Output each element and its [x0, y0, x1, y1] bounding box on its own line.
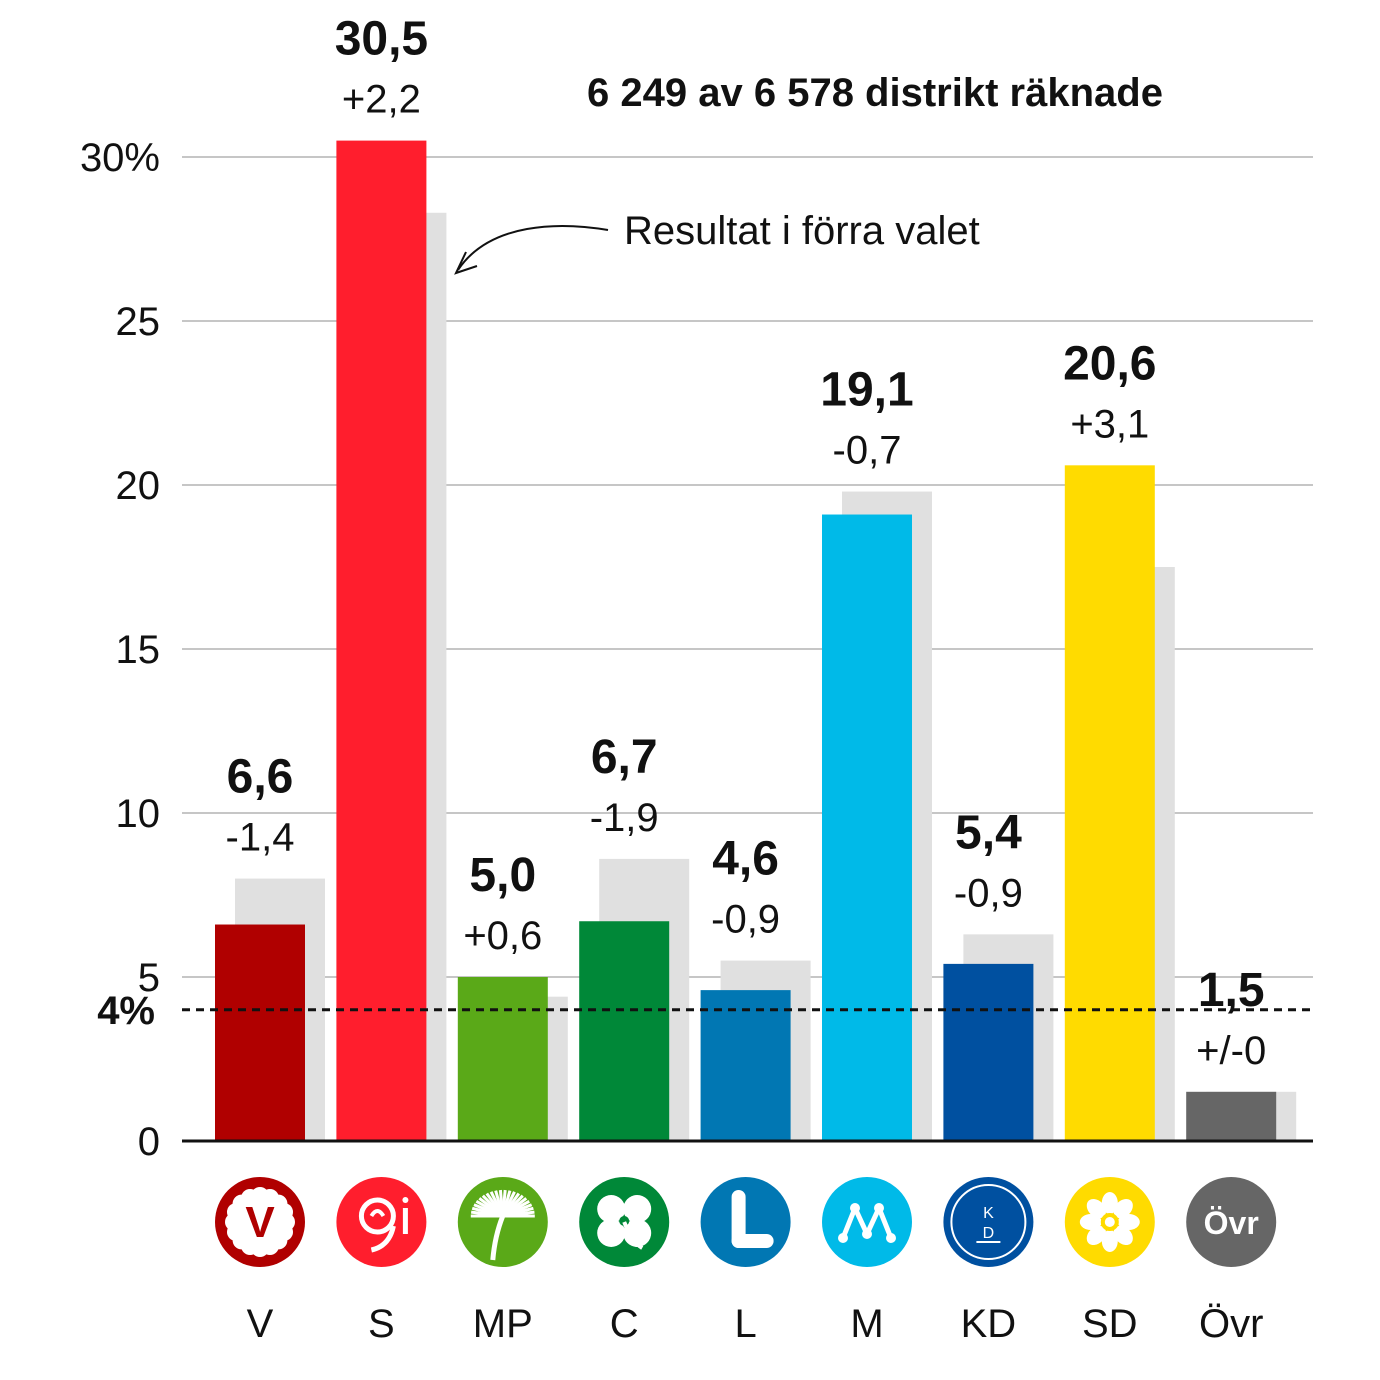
data-label: 19,1 — [820, 364, 913, 417]
svg-text:V: V — [245, 1198, 275, 1247]
v-flower-icon: V — [215, 1177, 305, 1267]
data-label: 5,0 — [469, 849, 536, 902]
y-tick-label: 10 — [116, 792, 161, 836]
rose-icon — [336, 1177, 427, 1267]
x-tick-label: M — [850, 1302, 883, 1346]
y-tick-label: 0 — [138, 1120, 160, 1164]
data-label: 6,6 — [227, 751, 294, 804]
change-label: -0,9 — [711, 898, 780, 942]
x-tick-label: SD — [1082, 1302, 1138, 1346]
change-label: -0,9 — [954, 871, 1023, 915]
data-label: 5,4 — [955, 806, 1022, 859]
bar-l — [700, 990, 791, 1141]
m-letter-icon — [822, 1177, 912, 1267]
bar-c — [579, 921, 670, 1141]
x-tick-label: C — [610, 1302, 639, 1346]
svg-text:D: D — [983, 1225, 995, 1242]
bar-v — [215, 924, 305, 1141]
bar-m — [822, 514, 912, 1141]
data-label: 20,6 — [1063, 337, 1156, 390]
bar-s — [336, 140, 427, 1142]
clover-icon — [579, 1177, 670, 1267]
ovr-icon: Övr — [1186, 1177, 1277, 1267]
change-label: -1,9 — [590, 796, 659, 840]
l-letter-icon — [700, 1177, 791, 1267]
current-result-bars — [215, 140, 1277, 1142]
y-tick-label: 30% — [80, 136, 160, 180]
bar-sd — [1064, 465, 1155, 1141]
threshold-label: 4% — [97, 989, 155, 1033]
dandelion-icon — [457, 1177, 548, 1267]
change-label: -0,7 — [833, 429, 902, 473]
kd-icon: KD — [943, 1177, 1034, 1267]
x-tick-label: L — [734, 1302, 756, 1346]
annotation-arrowhead — [454, 251, 478, 275]
svg-text:Övr: Övr — [1204, 1205, 1259, 1241]
data-label: 4,6 — [712, 833, 779, 886]
y-tick-label: 20 — [116, 464, 161, 508]
x-tick-label: Övr — [1199, 1302, 1263, 1346]
annotation: Resultat i förra valet — [454, 209, 980, 275]
category-labels: V S MP C L M KD SD Övr — [247, 1302, 1264, 1346]
svg-text:K: K — [983, 1205, 994, 1222]
chart-subtitle: 6 249 av 6 578 distrikt räknade — [587, 71, 1163, 115]
x-tick-label: V — [247, 1302, 274, 1346]
data-label: 1,5 — [1198, 964, 1265, 1017]
annotation-text: Resultat i förra valet — [624, 209, 980, 253]
change-label: +2,2 — [342, 78, 421, 122]
bar-mp — [457, 977, 548, 1141]
x-tick-label: KD — [961, 1302, 1017, 1346]
data-label: 6,7 — [591, 731, 658, 784]
anemone-icon — [1064, 1177, 1155, 1267]
value-labels: 6,6 -1,4 30,5 +2,2 5,0 +0,6 6,7 -1,9 4,6 -0,9 19,1… — [226, 13, 1267, 1073]
change-label: +0,6 — [463, 914, 542, 958]
change-label: +3,1 — [1070, 402, 1149, 446]
bar-övr — [1186, 1091, 1277, 1141]
change-label: -1,4 — [226, 816, 295, 860]
bar-kd — [943, 963, 1034, 1141]
data-label: 30,5 — [335, 13, 428, 66]
x-tick-label: MP — [473, 1302, 533, 1346]
y-tick-label: 5 — [138, 956, 160, 1000]
annotation-arrow — [457, 225, 609, 271]
y-tick-label: 25 — [116, 300, 161, 344]
change-label: +/-0 — [1196, 1029, 1266, 1073]
x-tick-label: S — [368, 1302, 395, 1346]
y-tick-label: 15 — [116, 628, 161, 672]
party-logos: V KD Övr — [215, 1177, 1277, 1267]
